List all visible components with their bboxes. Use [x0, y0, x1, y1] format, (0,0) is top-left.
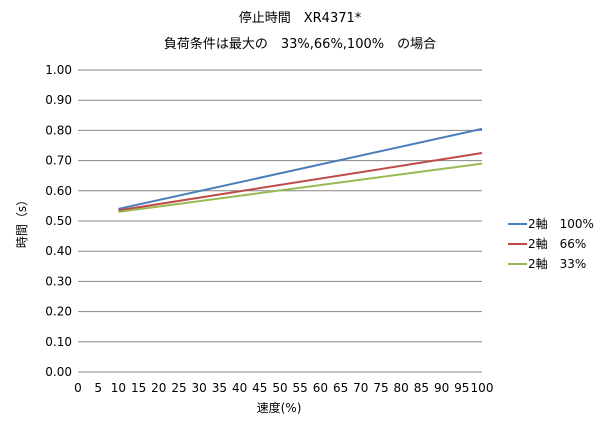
x-tick-label: 100	[471, 381, 494, 395]
series-line	[118, 162, 483, 213]
x-tick-label: 30	[192, 381, 207, 395]
x-tick-label: 20	[151, 381, 166, 395]
x-axis-label: 速度(%)	[257, 400, 302, 415]
y-tick-label: 0.60	[45, 184, 72, 198]
x-tick-label: 15	[131, 381, 146, 395]
y-tick-label: 0.70	[45, 154, 72, 168]
y-tick-label: 0.10	[45, 335, 72, 349]
y-axis-ticks: 0.00 0.10 0.20 0.30 0.40 0.50 0.60 0.70 0.80 0.90…	[45, 63, 72, 379]
chart-subtitle: 負荷条件は最大の 33%,66%,100% の場合	[164, 36, 436, 52]
y-tick-label: 1.00	[45, 63, 72, 77]
x-tick-label: 25	[171, 381, 186, 395]
legend-label: 2軸 66%	[528, 237, 586, 251]
legend-label: 2軸 33%	[528, 257, 586, 271]
y-tick-label: 0.20	[45, 305, 72, 319]
y-tick-label: 0.80	[45, 123, 72, 137]
y-tick-label: 0.30	[45, 274, 72, 288]
x-tick-label: 85	[414, 381, 429, 395]
x-tick-label: 55	[293, 381, 308, 395]
legend-label: 2軸 100%	[528, 217, 594, 231]
x-tick-label: 40	[232, 381, 247, 395]
y-tick-label: 0.90	[45, 93, 72, 107]
series-line	[118, 152, 483, 212]
x-tick-label: 65	[333, 381, 348, 395]
legend: 2軸 100% 2軸 66% 2軸 33%	[508, 217, 594, 271]
series-lines	[118, 127, 483, 213]
x-tick-label: 70	[353, 381, 368, 395]
y-tick-label: 0.00	[45, 365, 72, 379]
x-tick-label: 45	[252, 381, 267, 395]
x-axis-ticks: 0 5 10 15 20 25 30 35 40 45 50 55 60 65 70 75 80 85 90 95 10…	[74, 381, 493, 395]
x-tick-label: 80	[394, 381, 409, 395]
y-tick-label: 0.40	[45, 244, 72, 258]
x-tick-label: 60	[313, 381, 328, 395]
x-tick-label: 50	[272, 381, 287, 395]
series-line	[118, 127, 483, 210]
y-tick-label: 0.50	[45, 214, 72, 228]
x-tick-label: 5	[94, 381, 102, 395]
x-tick-label: 10	[111, 381, 126, 395]
chart-title: 停止時間 XR4371*	[239, 10, 362, 26]
x-tick-label: 35	[212, 381, 227, 395]
x-tick-label: 90	[434, 381, 449, 395]
x-tick-label: 0	[74, 381, 82, 395]
x-tick-label: 75	[373, 381, 388, 395]
gridlines	[78, 69, 482, 343]
x-tick-label: 95	[454, 381, 469, 395]
y-axis-label: 時間（s）	[15, 194, 29, 248]
